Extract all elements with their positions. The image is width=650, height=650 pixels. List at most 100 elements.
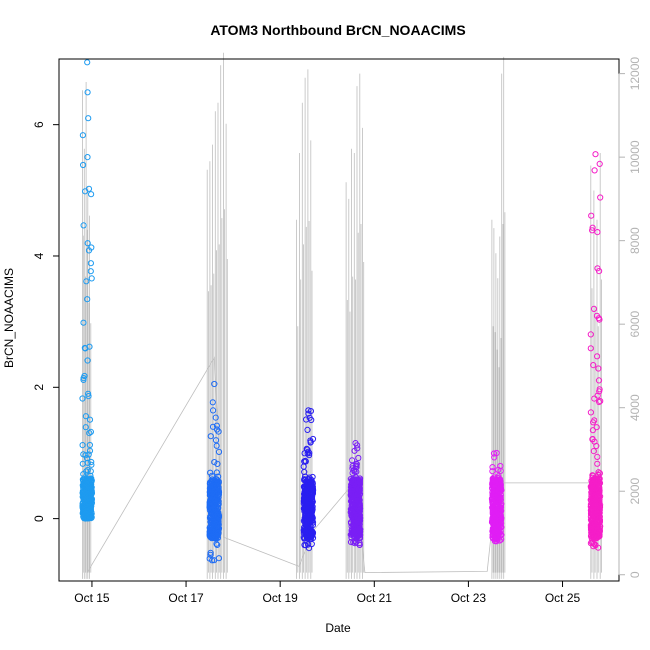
data-point bbox=[595, 365, 602, 372]
data-point bbox=[309, 473, 316, 481]
data-point bbox=[597, 194, 604, 201]
data-point bbox=[84, 240, 91, 247]
y-tick-label: 6 bbox=[32, 121, 46, 128]
data-point bbox=[84, 357, 91, 364]
data-point bbox=[589, 486, 596, 494]
data-point bbox=[79, 132, 87, 139]
data-point bbox=[307, 507, 315, 514]
data-point bbox=[594, 353, 601, 360]
data-point bbox=[82, 424, 89, 431]
series-2-points bbox=[206, 380, 223, 564]
data-point bbox=[210, 407, 217, 414]
data-point bbox=[308, 533, 315, 540]
data-point bbox=[213, 469, 220, 476]
y2-tick-label: 8000 bbox=[628, 227, 642, 254]
data-point bbox=[589, 427, 597, 434]
data-point bbox=[588, 212, 595, 219]
data-point-max bbox=[305, 407, 312, 414]
data-point bbox=[308, 540, 315, 548]
data-point bbox=[489, 468, 496, 475]
data-point bbox=[353, 462, 360, 469]
data-point bbox=[594, 392, 601, 399]
y2-tick-label: 0 bbox=[628, 571, 642, 578]
data-point bbox=[305, 448, 312, 455]
data-point bbox=[207, 524, 214, 531]
data-point bbox=[587, 522, 595, 529]
x-tick-label: Oct 15 bbox=[74, 591, 110, 605]
data-point bbox=[497, 480, 504, 487]
data-point bbox=[213, 491, 220, 498]
data-point bbox=[79, 442, 86, 449]
data-point bbox=[85, 115, 92, 122]
data-point bbox=[594, 513, 601, 521]
data-point bbox=[213, 521, 220, 528]
altitude-spike-group-4 bbox=[345, 73, 365, 579]
data-point bbox=[211, 500, 218, 507]
altitude-path-line bbox=[86, 356, 591, 574]
data-point bbox=[351, 537, 358, 544]
data-point bbox=[595, 487, 602, 494]
y-axis-right: 0 2000 4000 6000 8000 10000 12000 bbox=[618, 57, 642, 578]
x-tick-label: Oct 23 bbox=[451, 591, 487, 605]
data-point bbox=[301, 505, 308, 512]
y-axis-label: BrCN_NOAACIMS bbox=[2, 268, 16, 368]
data-point bbox=[212, 437, 220, 444]
data-point bbox=[592, 493, 600, 500]
data-point bbox=[497, 494, 504, 501]
data-point bbox=[350, 483, 357, 490]
data-point bbox=[86, 441, 94, 449]
data-point bbox=[591, 395, 598, 402]
data-point bbox=[594, 460, 601, 467]
data-point bbox=[351, 468, 358, 475]
data-point bbox=[86, 416, 94, 423]
data-point bbox=[212, 414, 219, 421]
data-point bbox=[490, 450, 498, 457]
data-point bbox=[594, 229, 601, 236]
y2-tick-label: 12000 bbox=[628, 57, 642, 91]
data-point bbox=[209, 423, 217, 430]
series-1-points bbox=[79, 59, 96, 522]
data-point bbox=[497, 484, 504, 491]
x-tick-label: Oct 19 bbox=[262, 591, 298, 605]
data-point bbox=[82, 188, 89, 195]
series-3-points bbox=[300, 407, 317, 552]
data-point bbox=[83, 278, 90, 285]
data-point bbox=[88, 479, 95, 486]
data-point bbox=[492, 512, 499, 519]
data-point bbox=[214, 513, 221, 520]
data-point bbox=[353, 513, 361, 520]
data-point bbox=[587, 331, 594, 338]
data-point bbox=[497, 504, 505, 511]
data-point bbox=[87, 428, 95, 435]
data-point bbox=[306, 414, 313, 421]
data-point bbox=[79, 460, 86, 467]
data-point bbox=[591, 417, 598, 424]
data-point bbox=[594, 526, 601, 534]
data-point bbox=[591, 475, 598, 482]
data-point bbox=[87, 468, 94, 475]
data-point bbox=[496, 507, 503, 514]
data-point bbox=[587, 409, 595, 416]
data-point bbox=[306, 450, 313, 457]
data-point bbox=[215, 428, 222, 435]
data-point bbox=[489, 505, 496, 512]
data-point bbox=[596, 160, 603, 167]
data-point bbox=[302, 530, 309, 537]
data-point bbox=[84, 296, 91, 303]
data-point bbox=[80, 222, 87, 229]
data-point bbox=[596, 532, 603, 539]
data-point bbox=[305, 410, 312, 417]
y-tick-label: 4 bbox=[32, 252, 46, 259]
data-point bbox=[85, 393, 92, 400]
data-point bbox=[207, 433, 214, 440]
data-point bbox=[308, 500, 315, 507]
data-point bbox=[80, 319, 87, 326]
data-point bbox=[88, 490, 95, 497]
y2-tick-label: 2000 bbox=[628, 478, 642, 505]
data-point bbox=[351, 528, 358, 535]
data-point bbox=[207, 551, 214, 558]
data-point bbox=[210, 506, 217, 513]
data-point bbox=[79, 395, 86, 402]
data-point bbox=[209, 476, 216, 483]
